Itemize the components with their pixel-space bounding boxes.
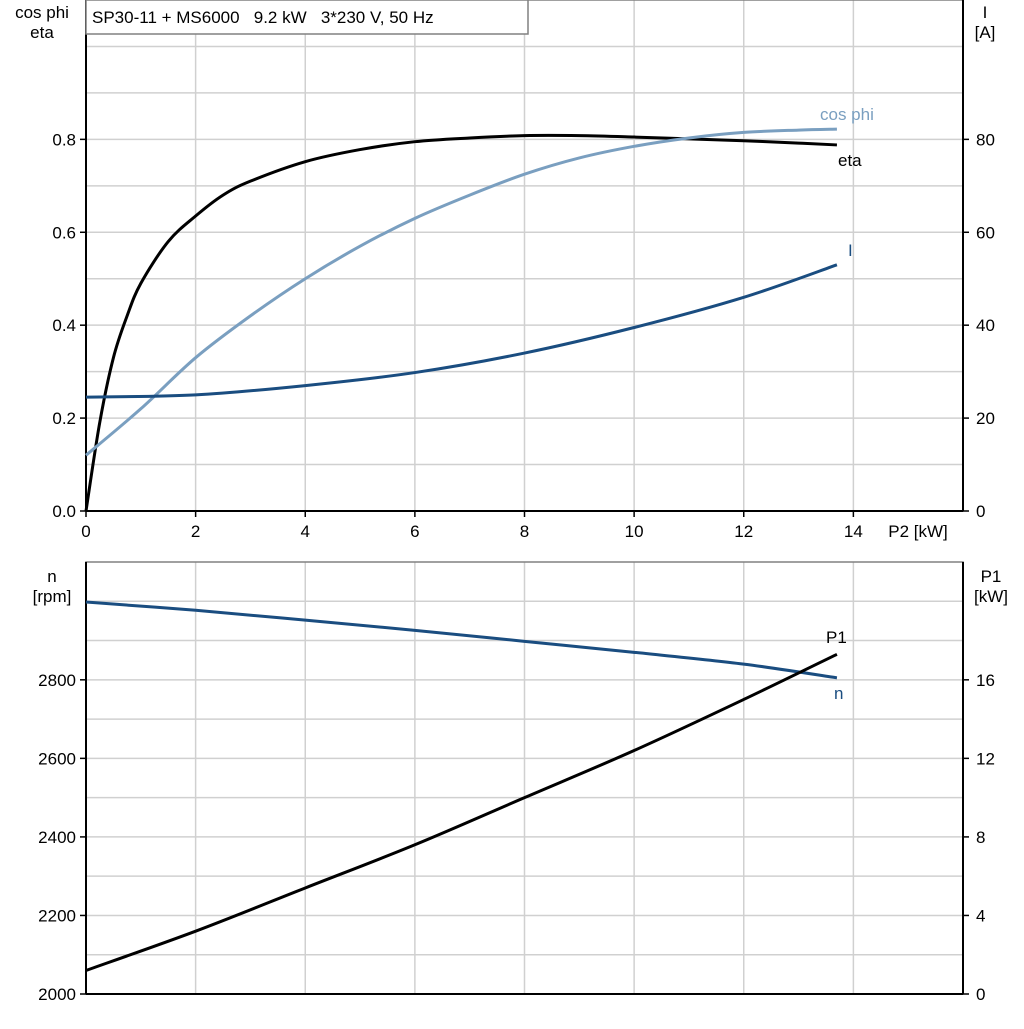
y-left-tick-label: 0.6 xyxy=(52,223,76,242)
y-right-tick-label: 16 xyxy=(976,671,995,690)
y-left-tick-label: 2600 xyxy=(38,749,76,768)
x-tick-label: 6 xyxy=(410,522,419,541)
y-right-tick-label: 12 xyxy=(976,749,995,768)
y-right-tick-label: 80 xyxy=(976,130,995,149)
series-line-P1 xyxy=(85,652,838,972)
series-line-n xyxy=(85,600,838,680)
x-tick-label: 4 xyxy=(301,522,310,541)
series-label-P1: P1 xyxy=(826,628,847,647)
y-right-tick-label: 4 xyxy=(976,906,985,925)
y-right-tick-label: 0 xyxy=(976,502,985,521)
x-axis-label: P2 [kW] xyxy=(888,522,948,541)
series-label-n: n xyxy=(834,684,843,703)
series-line-I xyxy=(85,263,838,399)
y-right-axis-label: I xyxy=(983,3,988,22)
y-left-tick-label: 2000 xyxy=(38,985,76,1004)
y-right-tick-label: 20 xyxy=(976,409,995,428)
series-line-cos-phi xyxy=(85,127,837,457)
y-right-tick-label: 0 xyxy=(976,985,985,1004)
series-line-eta xyxy=(84,133,838,512)
series-label-eta: eta xyxy=(838,151,862,170)
series-label-I: I xyxy=(848,241,853,260)
y-right-axis-label: [kW] xyxy=(974,587,1008,606)
y-left-axis-label: n xyxy=(47,567,56,586)
x-tick-label: 14 xyxy=(844,522,863,541)
y-left-tick-label: 2200 xyxy=(38,906,76,925)
x-tick-label: 2 xyxy=(191,522,200,541)
x-tick-label: 10 xyxy=(625,522,644,541)
y-left-tick-label: 0.0 xyxy=(52,502,76,521)
y-left-axis-label: eta xyxy=(30,23,54,42)
panel-2: 200022002400260028000481216n[rpm]P1[kW]n… xyxy=(33,561,1008,1004)
y-right-tick-label: 8 xyxy=(976,828,985,847)
x-tick-label: 12 xyxy=(734,522,753,541)
y-left-axis-label: cos phi xyxy=(15,3,69,22)
y-left-tick-label: 0.8 xyxy=(52,130,76,149)
y-left-axis-label: [rpm] xyxy=(33,587,72,606)
y-left-tick-label: 2800 xyxy=(38,671,76,690)
y-right-tick-label: 60 xyxy=(976,223,995,242)
chart-title: SP30-11 + MS6000 9.2 kW 3*230 V, 50 Hz xyxy=(92,8,434,27)
series-label-cos-phi: cos phi xyxy=(820,105,874,124)
x-tick-label: 8 xyxy=(520,522,529,541)
y-left-tick-label: 0.2 xyxy=(52,409,76,428)
title-box xyxy=(85,0,529,35)
y-right-tick-label: 40 xyxy=(976,316,995,335)
y-left-tick-label: 2400 xyxy=(38,828,76,847)
y-right-axis-label: [A] xyxy=(975,23,996,42)
y-left-tick-label: 0.4 xyxy=(52,316,76,335)
x-tick-label: 0 xyxy=(81,522,90,541)
y-right-axis-label: P1 xyxy=(981,567,1002,586)
